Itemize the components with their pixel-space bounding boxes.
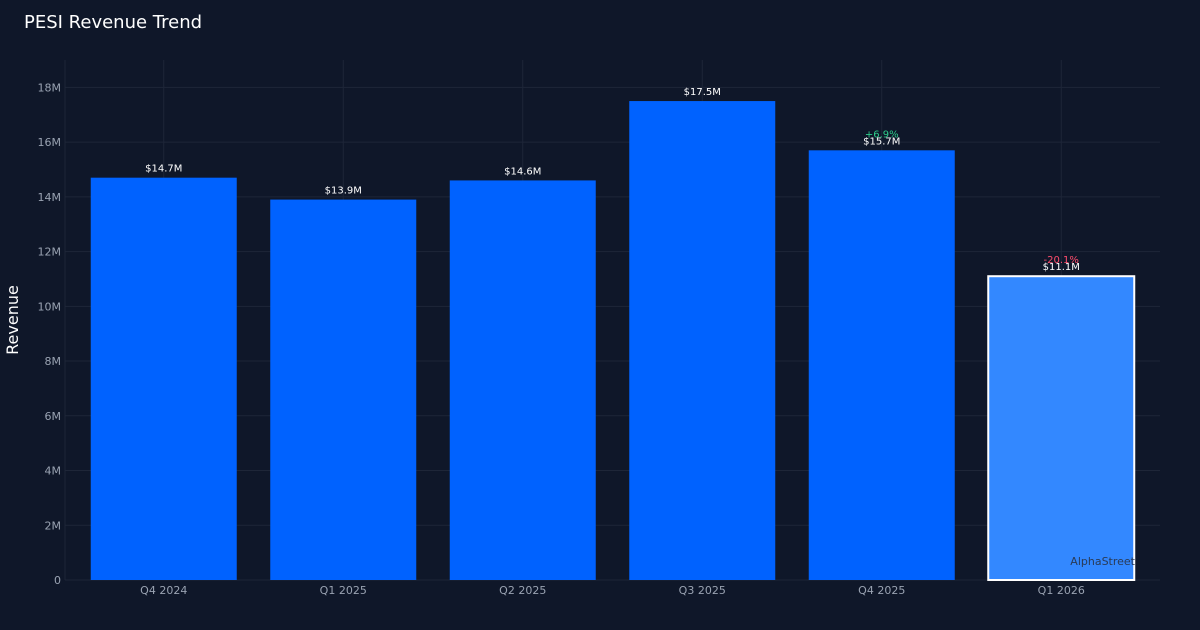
chart-title: PESI Revenue Trend bbox=[24, 12, 203, 33]
data-label: $14.6M bbox=[504, 166, 541, 177]
bar-q4-2025 bbox=[808, 150, 955, 580]
bar-q3-2025 bbox=[629, 101, 776, 580]
bar-q2-2025 bbox=[449, 180, 596, 580]
bar-q4-2024 bbox=[90, 177, 237, 580]
y-tick-label: 10M bbox=[38, 300, 62, 313]
x-tick-label: Q3 2025 bbox=[679, 584, 726, 597]
data-label: $13.9M bbox=[325, 186, 362, 197]
data-label: $11.1M bbox=[1043, 262, 1080, 273]
change-label: +6.9% bbox=[865, 129, 899, 140]
data-label: $15.7M bbox=[863, 136, 900, 147]
y-tick-label: 18M bbox=[38, 81, 62, 94]
bar-q1-2026 bbox=[987, 275, 1136, 581]
x-tick-label: Q2 2025 bbox=[499, 584, 546, 597]
watermark: AlphaStreet bbox=[1070, 555, 1135, 568]
y-tick-label: 0 bbox=[54, 574, 61, 587]
y-tick-label: 6M bbox=[45, 410, 62, 423]
y-tick-label: 12M bbox=[38, 246, 62, 259]
y-tick-label: 14M bbox=[38, 191, 62, 204]
y-tick-label: 8M bbox=[45, 355, 62, 368]
y-tick-label: 2M bbox=[45, 519, 62, 532]
x-tick-label: Q1 2026 bbox=[1038, 584, 1085, 597]
y-axis-label: Revenue bbox=[3, 285, 22, 355]
bar-q1-2025 bbox=[270, 199, 417, 580]
bars bbox=[90, 101, 1136, 581]
y-tick-label: 16M bbox=[38, 136, 62, 149]
y-tick-label: 4M bbox=[45, 465, 62, 478]
x-tick-label: Q4 2025 bbox=[858, 584, 905, 597]
data-label: $17.5M bbox=[684, 87, 721, 98]
change-label: -20.1% bbox=[1044, 255, 1079, 266]
x-tick-label: Q1 2025 bbox=[320, 584, 367, 597]
x-tick-label: Q4 2024 bbox=[140, 584, 187, 597]
labels: 0 2M 4M 6M 8M 10M 12M 14M 16M 18M $14.7M Q4 2024 $13… bbox=[38, 81, 1085, 597]
data-label: $14.7M bbox=[145, 164, 182, 175]
